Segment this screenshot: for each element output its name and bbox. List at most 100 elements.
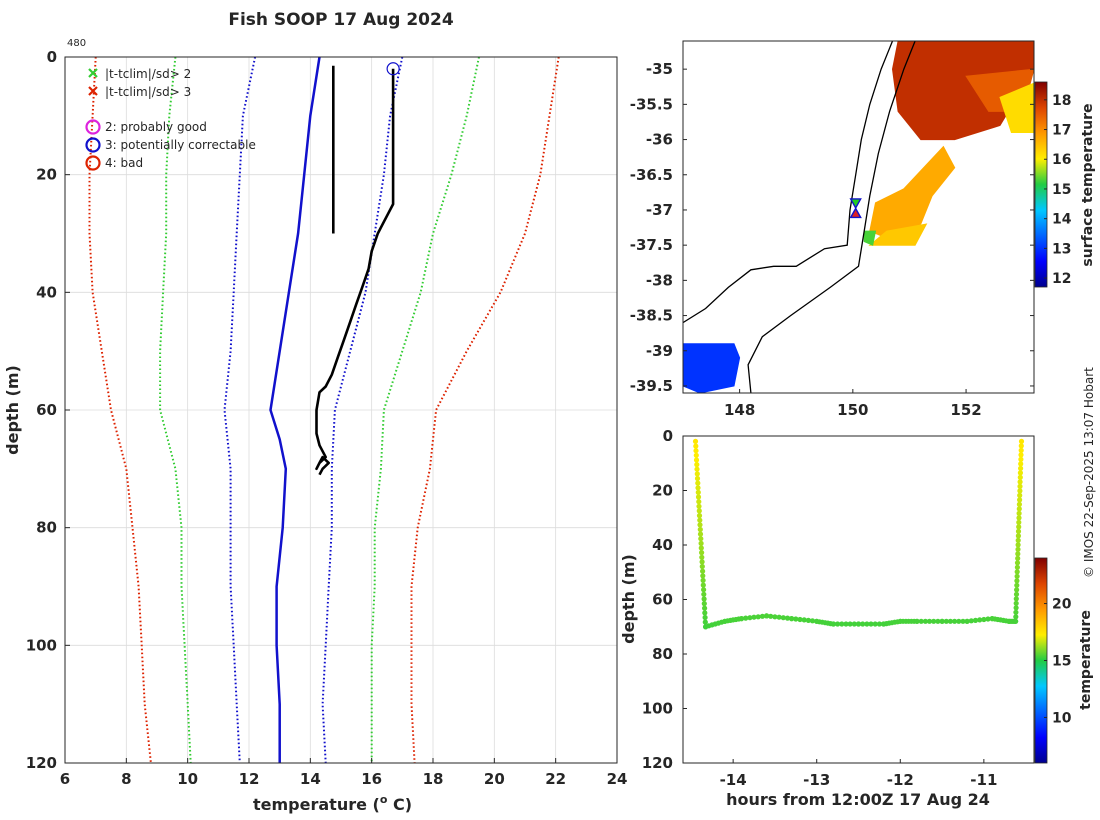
colorbar-tick-label: 14	[1052, 212, 1072, 228]
bottom-point	[793, 616, 799, 622]
bottom-point	[805, 617, 812, 624]
ascent-point	[1016, 515, 1022, 521]
bottom-point	[952, 618, 958, 624]
depth-time-ylabel: depth (m)	[619, 554, 638, 644]
depth-time-points	[692, 438, 1025, 630]
colorbar-tick-label: 10	[1052, 710, 1072, 726]
descent-point	[696, 508, 702, 514]
profile-series	[88, 56, 560, 764]
bottom-point	[839, 621, 845, 627]
legend-entry-red-circle: 4: bad	[85, 155, 143, 171]
depth-time-ticks: -14 -13 -12 -11 0 20 40 60 80 100 120	[642, 427, 998, 789]
bottom-point	[960, 618, 966, 624]
ascent-point	[1015, 551, 1021, 557]
colorbar-tick-label: 15	[1052, 182, 1071, 198]
ascent-point	[1014, 578, 1020, 584]
x-tick-label: 8	[121, 770, 131, 788]
descent-point	[696, 503, 702, 509]
bottom-point	[922, 618, 929, 624]
descent-point	[699, 559, 705, 565]
y-tick-label: -36	[646, 131, 673, 149]
profile-grid	[65, 57, 617, 763]
bottom-point	[876, 621, 883, 627]
descent-point	[698, 545, 704, 551]
legend-label: |t-tclim|/sd> 3	[105, 85, 191, 99]
depth-time-axes-box	[682, 435, 1035, 764]
bottom-point	[947, 618, 954, 624]
series-clim_minus_3sd	[88, 56, 152, 764]
bottom-point	[860, 621, 866, 627]
ascent-point	[1018, 461, 1024, 467]
depth-time-xlabel: hours from 12:00Z 17 Aug 24	[726, 790, 990, 809]
ascent-point	[1018, 443, 1024, 449]
descent-point	[694, 466, 700, 472]
ascent-point	[1013, 591, 1020, 597]
descent-point	[700, 582, 706, 588]
colorbar-tick-label: 17	[1052, 123, 1071, 139]
x-tick-label: 20	[484, 770, 505, 788]
sst-patch	[868, 223, 928, 246]
ascent-point	[1018, 452, 1024, 458]
x-tick-label: 10	[177, 770, 198, 788]
descent-point	[698, 536, 704, 542]
y-tick-label: -39	[646, 342, 673, 360]
y-tick-label: 40	[36, 283, 57, 301]
profile-legend: |t-tclim|/sd> 2 |t-tclim|/sd> 3 2: proba…	[85, 67, 256, 171]
legend-x-red-icon	[88, 86, 98, 96]
descent-point	[695, 489, 701, 495]
descent-point	[698, 540, 704, 547]
bottom-point	[772, 614, 778, 620]
bottom-point	[972, 617, 979, 624]
colorbar-tick-label: 12	[1052, 271, 1071, 287]
y-tick-label: 100	[26, 636, 57, 654]
bottom-point	[864, 621, 870, 627]
sst-patch	[683, 343, 741, 393]
legend-label: 3: potentially correctable	[105, 138, 256, 152]
descent-point	[701, 596, 707, 602]
ascent-point	[1017, 474, 1023, 480]
descent-point	[697, 522, 703, 528]
descent-point	[695, 494, 702, 500]
x-tick-label: -14	[720, 771, 747, 789]
sst-patch	[863, 230, 877, 246]
ascent-point	[1014, 569, 1020, 575]
bottom-point	[855, 621, 862, 627]
sst-map-markers	[849, 198, 862, 219]
legend-entry-red-x: |t-tclim|/sd> 3	[88, 85, 191, 99]
bottom-point	[789, 616, 795, 622]
legend-entry-magenta-circle: 2: probably good	[85, 119, 207, 135]
descent-point	[700, 573, 706, 579]
bottom-point	[943, 618, 949, 624]
depth-time-colorbar-ticks: 10 15 20	[1044, 597, 1072, 726]
map-axes-box	[682, 40, 1035, 394]
ascent-point	[1017, 483, 1023, 489]
map-colorbar	[1034, 81, 1048, 288]
ascent-point	[1017, 488, 1023, 494]
descent-point	[692, 438, 699, 444]
descent-point	[702, 610, 708, 616]
y-tick-label: -38	[646, 271, 673, 289]
map-colorbar-ticks: 12 13 14 15 16 17 18	[1044, 93, 1072, 287]
map-colorbar-label: surface temperature	[1080, 103, 1096, 266]
y-tick-label: 80	[36, 519, 57, 537]
y-tick-label: -37.5	[630, 236, 673, 254]
descent-point	[700, 577, 706, 584]
bottom-point	[931, 618, 937, 624]
y-tick-label: 60	[36, 401, 57, 419]
descent-point	[702, 619, 708, 625]
bottom-point	[830, 621, 837, 627]
descent-point	[693, 448, 699, 454]
profile-corner-label: 480	[67, 38, 86, 49]
x-tick-label: -12	[887, 771, 914, 789]
bottom-point	[743, 615, 749, 621]
descent-point	[699, 550, 705, 556]
descent-point	[697, 526, 703, 533]
bottom-point	[851, 621, 857, 627]
bottom-point	[784, 615, 791, 621]
sst-map-field	[683, 41, 1034, 393]
bottom-point	[914, 618, 920, 624]
ascent-point	[1015, 533, 1022, 539]
descent-point	[697, 531, 704, 537]
bottom-point	[847, 621, 853, 627]
x-tick-label: 12	[239, 770, 260, 788]
